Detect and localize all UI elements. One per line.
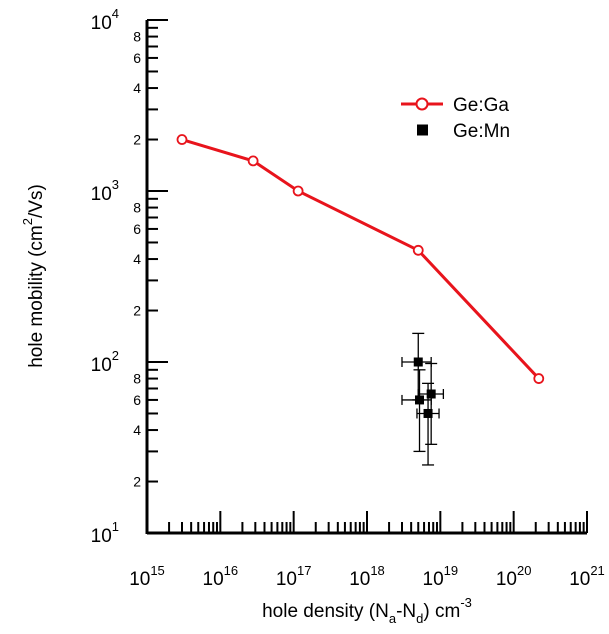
y-tick-label: 102 — [91, 348, 119, 376]
legend-item: Ge:Ga — [401, 95, 509, 116]
y-minor-label: 8 — [133, 29, 141, 45]
legend-marker — [417, 124, 428, 136]
x-tick-label: 1021 — [569, 563, 605, 590]
data-point — [413, 357, 423, 367]
data-point — [423, 408, 433, 418]
legend-label: Ge:Ga — [453, 95, 509, 116]
y-minor-label: 4 — [133, 422, 141, 438]
legend-label: Ge:Mn — [453, 121, 510, 142]
x-tick-label: 1015 — [129, 563, 165, 590]
series-layer — [176, 134, 545, 466]
axis-labels: hole density (Na-Nd) cm-3 hole mobility (… — [20, 184, 472, 626]
data-point — [533, 373, 545, 384]
x-tick-label: 1020 — [496, 563, 532, 590]
y-tick-label: 104 — [91, 6, 119, 34]
x-tick-label: 1019 — [423, 563, 459, 590]
data-point — [415, 395, 425, 405]
series-line — [181, 138, 540, 380]
y-minor-label: 2 — [133, 474, 141, 490]
series-ge-ga — [176, 134, 545, 384]
data-point — [292, 185, 304, 197]
y-minor-label: 6 — [133, 50, 141, 66]
legend-item: Ge:Mn — [417, 121, 510, 142]
axes: 1015 1016 1017 1018 1019 1020 1021 101 102 103 104… — [91, 6, 605, 590]
y-axis-title: hole mobility (cm2/Vs) — [20, 184, 47, 368]
series-ge-mn — [401, 332, 445, 466]
y-minor-label: 8 — [133, 371, 141, 387]
y-minor-label: 6 — [133, 221, 141, 237]
data-point — [412, 244, 424, 256]
y-minor-label: 8 — [133, 200, 141, 216]
data-point — [247, 155, 259, 167]
y-tick-label: 101 — [91, 519, 119, 547]
y-minor-label: 4 — [133, 251, 141, 267]
y-minor-label: 6 — [133, 392, 141, 408]
legend: Ge:Ga Ge:Mn — [401, 95, 510, 142]
y-tick-label: 103 — [91, 177, 119, 205]
x-tick-label: 1018 — [349, 563, 385, 590]
x-tick-label: 1017 — [276, 563, 312, 590]
data-point — [176, 134, 188, 145]
y-minor-label: 2 — [133, 303, 141, 319]
y-minor-label: 4 — [133, 80, 141, 96]
y-minor-label: 2 — [133, 132, 141, 148]
legend-marker — [415, 97, 429, 111]
data-point — [426, 389, 436, 399]
x-tick-label: 1016 — [203, 563, 239, 590]
x-axis-title: hole density (Na-Nd) cm-3 — [262, 595, 472, 626]
